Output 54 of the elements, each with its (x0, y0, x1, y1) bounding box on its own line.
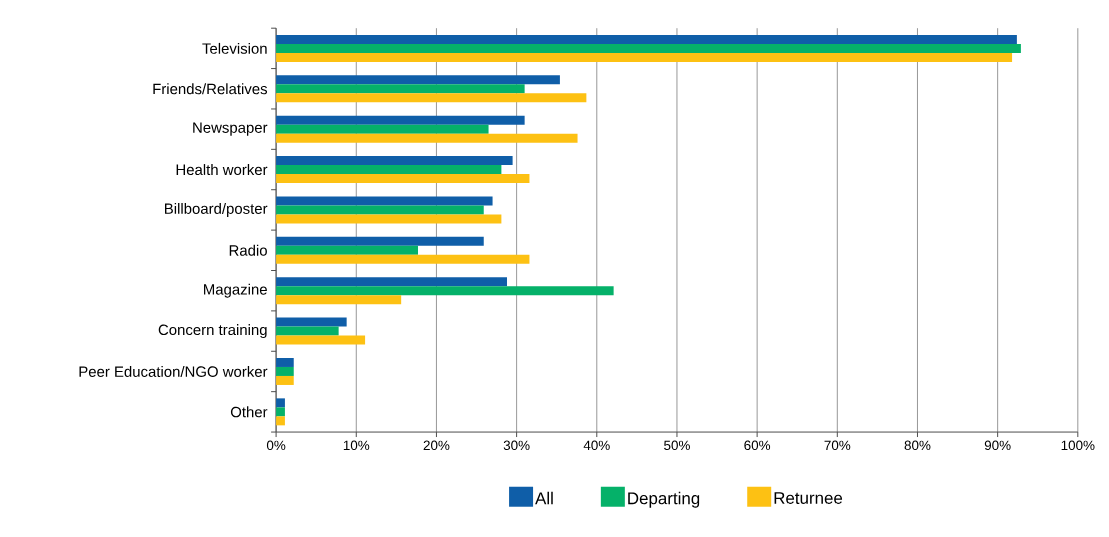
x-tick-label: 40% (583, 440, 610, 450)
bar (276, 52, 1013, 62)
y-tick-label: Peer Education/NGO worker (79, 365, 268, 377)
bar (276, 407, 285, 417)
bar (276, 317, 347, 327)
bar (276, 205, 484, 215)
bar (276, 366, 294, 376)
y-tick-label: Health worker (176, 163, 268, 175)
bar (276, 398, 285, 408)
y-tick-label: Other (230, 406, 268, 418)
y-tick-label: Friends/Relatives (153, 83, 268, 95)
y-tick-label: Newspaper (193, 122, 268, 136)
legend-label: Returnee (774, 492, 843, 504)
bar (276, 196, 493, 206)
bar (276, 335, 366, 345)
y-tick-label: Television (202, 42, 267, 54)
bar (276, 286, 614, 296)
legend-label: Departing (628, 491, 700, 508)
bar (276, 133, 578, 143)
bar (276, 115, 525, 125)
x-tick-label: 0% (266, 440, 286, 450)
bar (276, 93, 587, 103)
bar (276, 34, 1017, 44)
bar (276, 375, 294, 385)
x-tick-label: 60% (744, 440, 771, 450)
bar (276, 164, 502, 174)
bar (276, 43, 1021, 53)
x-tick-label: 100% (1061, 440, 1095, 450)
x-tick-label: 20% (423, 440, 450, 450)
y-tick-label: Concern training (158, 324, 267, 338)
x-tick-label: 70% (824, 440, 851, 450)
bar (276, 173, 530, 183)
legend-label: All (535, 491, 553, 505)
bar (276, 277, 507, 287)
bar (276, 84, 525, 94)
bar (276, 214, 502, 224)
bar (276, 75, 560, 85)
bar (276, 124, 489, 134)
bar (276, 155, 513, 165)
y-tick-label: Radio (229, 244, 267, 256)
bar (276, 295, 402, 305)
y-tick-label: Magazine (204, 283, 267, 298)
x-tick-label: 50% (664, 440, 690, 450)
x-tick-label: 10% (343, 440, 370, 450)
bar (276, 236, 484, 246)
y-tick-label: Billboard/poster (165, 202, 268, 217)
bar (276, 357, 294, 367)
bar (276, 416, 285, 426)
bar (276, 245, 419, 255)
x-tick-label: 30% (503, 440, 530, 450)
x-tick-label: 80% (904, 440, 931, 450)
bar (276, 326, 339, 336)
x-tick-label: 90% (984, 440, 1011, 450)
bar (276, 254, 530, 264)
